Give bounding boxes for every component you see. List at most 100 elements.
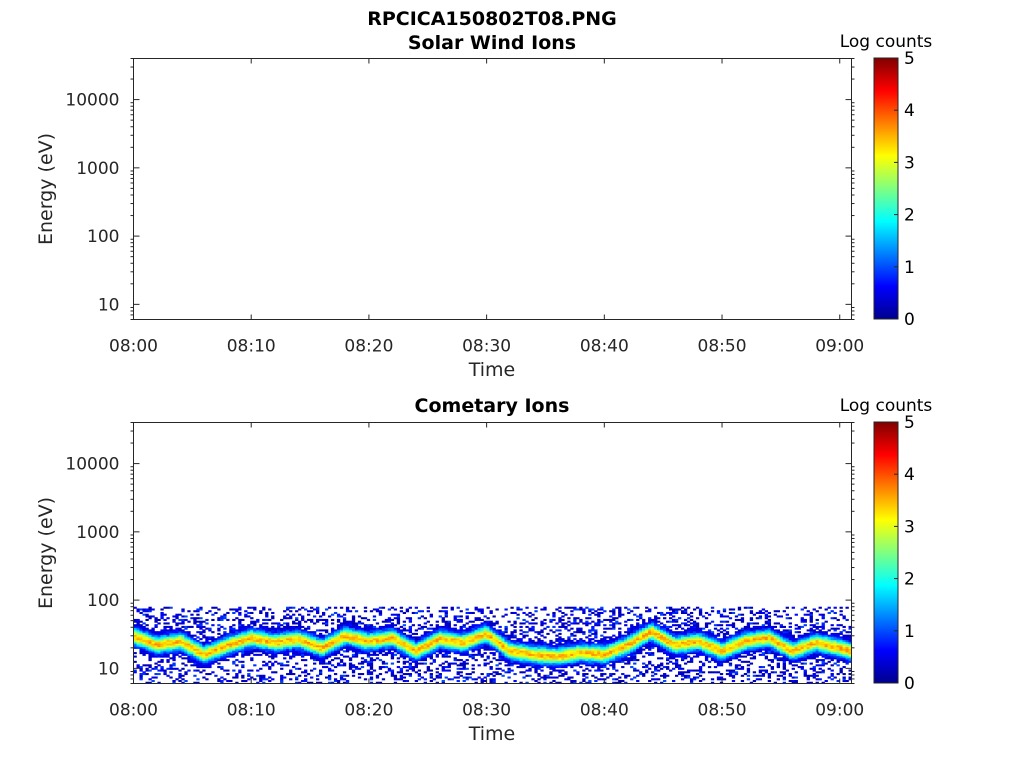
- heatmap-cell: [277, 625, 281, 628]
- heatmap-cell: [420, 659, 424, 662]
- heatmap-cell: [686, 650, 691, 653]
- heatmap-cell: [435, 638, 439, 641]
- heatmap-cell: [465, 627, 469, 630]
- heatmap-cell: [441, 648, 445, 651]
- heatmap-cell: [528, 653, 532, 656]
- heatmap-cell: [178, 629, 182, 632]
- heatmap-cell: [196, 660, 200, 663]
- heatmap-cell: [546, 660, 550, 663]
- heatmap-cell: [211, 648, 215, 651]
- heatmap-cell: [588, 638, 592, 641]
- heatmap-cell: [737, 646, 742, 649]
- heatmap-cell: [513, 653, 517, 656]
- heatmap-cell: [360, 627, 365, 630]
- heatmap-cell: [250, 620, 254, 623]
- heatmap-cell: [348, 648, 353, 651]
- heatmap-cell: [555, 664, 559, 667]
- heatmap-cell: [390, 636, 395, 639]
- heatmap-cell: [698, 648, 703, 651]
- heatmap-cell: [657, 611, 661, 614]
- heatmap-cell: [465, 648, 469, 651]
- heatmap-cell: [345, 641, 350, 644]
- heatmap-cell: [160, 641, 164, 644]
- heatmap-cell: [393, 648, 398, 651]
- heatmap-cell: [169, 632, 173, 635]
- heatmap-cell: [528, 664, 532, 667]
- heatmap-cell: [417, 638, 421, 641]
- heatmap-cell: [489, 667, 493, 670]
- heatmap-cell: [495, 673, 499, 676]
- heatmap-cell: [543, 664, 547, 667]
- heatmap-cell: [184, 632, 188, 635]
- heatmap-cell: [495, 622, 499, 625]
- heatmap-cell: [402, 639, 407, 642]
- heatmap-cell: [734, 666, 739, 669]
- heatmap-cell: [390, 641, 395, 644]
- heatmap-cell: [223, 632, 227, 635]
- heatmap-cell: [339, 625, 344, 628]
- heatmap-cell: [166, 645, 170, 648]
- heatmap-cell: [522, 657, 526, 660]
- heatmap-cell: [627, 648, 631, 651]
- heatmap-cell: [247, 673, 251, 676]
- heatmap-cell: [534, 662, 538, 665]
- heatmap-cell: [600, 634, 604, 637]
- heatmap-cell: [612, 618, 616, 621]
- heatmap-cell: [663, 632, 667, 635]
- heatmap-cell: [360, 645, 365, 648]
- heatmap-cell: [660, 629, 664, 632]
- heatmap-cell: [549, 673, 553, 676]
- heatmap-cell: [465, 650, 469, 653]
- heatmap-cell: [597, 624, 601, 627]
- figure-title: RPCICA150802T08.PNG: [367, 8, 617, 30]
- heatmap-cell: [166, 639, 170, 642]
- heatmap-cell: [513, 620, 517, 623]
- heatmap-cell: [393, 643, 398, 646]
- heatmap-cell: [624, 646, 628, 649]
- heatmap-cell: [600, 648, 604, 651]
- heatmap-cell: [286, 632, 290, 635]
- y-tick-label: 100: [87, 227, 119, 247]
- heatmap-cell: [250, 676, 254, 679]
- heatmap-cell: [265, 625, 269, 628]
- heatmap-cell: [327, 662, 332, 665]
- heatmap-cell: [710, 639, 715, 642]
- heatmap-cell: [525, 606, 529, 609]
- heatmap-cell: [683, 639, 688, 642]
- heatmap-cell: [411, 636, 416, 639]
- heatmap-cell: [504, 655, 508, 658]
- heatmap-cell: [381, 634, 386, 637]
- heatmap-cell: [280, 634, 284, 637]
- heatmap-cell: [307, 653, 311, 656]
- heatmap-cell: [728, 648, 733, 651]
- heatmap-cell: [277, 646, 281, 649]
- heatmap-cell: [181, 629, 185, 632]
- heatmap-cell: [313, 652, 317, 655]
- heatmap-cell: [534, 641, 538, 644]
- heatmap-cell: [202, 660, 206, 663]
- heatmap-cell: [573, 657, 577, 660]
- heatmap-cell: [238, 671, 242, 674]
- heatmap-cell: [154, 666, 158, 669]
- heatmap-cell: [609, 641, 613, 644]
- heatmap-cell: [698, 645, 703, 648]
- heatmap-cell: [142, 625, 146, 628]
- heatmap-cell: [336, 636, 341, 639]
- heatmap-cell: [666, 634, 670, 637]
- heatmap-cell: [142, 645, 146, 648]
- heatmap-cell: [268, 629, 272, 632]
- heatmap-cell: [342, 634, 347, 637]
- heatmap-cell: [564, 639, 568, 642]
- heatmap-cell: [169, 664, 173, 667]
- heatmap-cell: [429, 636, 433, 639]
- heatmap-cell: [531, 646, 535, 649]
- heatmap-cell: [423, 650, 427, 653]
- heatmap-cell: [453, 662, 457, 665]
- heatmap-cell: [357, 631, 362, 634]
- heatmap-cell: [725, 652, 730, 655]
- heatmap-cell: [154, 632, 158, 635]
- heatmap-cell: [402, 652, 407, 655]
- heatmap-cell: [360, 662, 365, 665]
- heatmap-cell: [654, 645, 658, 648]
- heatmap-cell: [360, 650, 365, 653]
